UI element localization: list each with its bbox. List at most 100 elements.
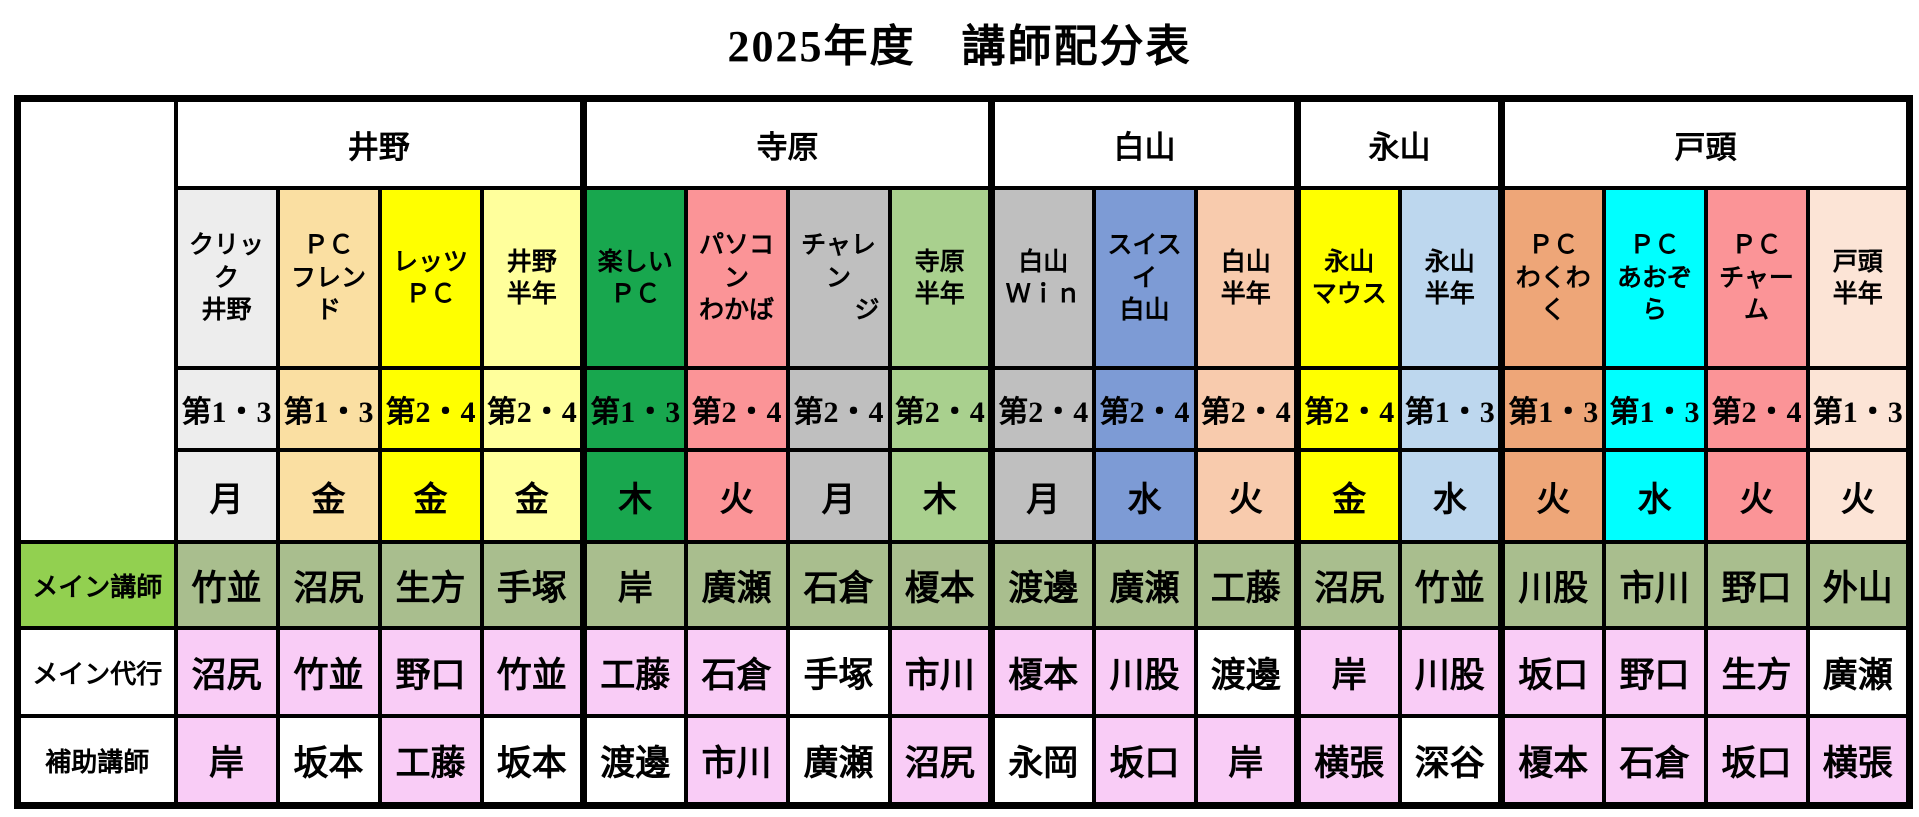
class-name-line: 永山 [1324, 247, 1375, 276]
deputy-instructor-cell: 沼尻 [173, 626, 280, 718]
class-name-cell: スイスイ 白山 [1091, 186, 1198, 370]
group-header: 戸頭 [1498, 96, 1912, 190]
schedule-day-cell: 木 [580, 448, 688, 544]
schedule-day-cell: 水 [1091, 448, 1198, 544]
class-name-cell: 白山 半年 [1193, 186, 1300, 370]
class-name-line: パソコン [698, 231, 774, 292]
assistant-instructor-cell: 横張 [1805, 714, 1912, 808]
class-name-cell: ＰＣ チャーム [1703, 186, 1810, 370]
class-name-cell: クリック 井野 [173, 186, 280, 370]
instructor-allocation-table: 井野 寺原 白山 永山 戸頭 クリック 井野 ＰＣ フレンド レッツ ＰＣ 井野 半年 … [14, 95, 1913, 809]
schedule-day-cell: 水 [1397, 448, 1504, 544]
schedule-week-cell: 第2・4 [1703, 366, 1810, 452]
assistant-instructor-cell: 沼尻 [887, 714, 994, 808]
class-name-cell: チャレンジ [785, 186, 892, 370]
class-name-cell: 戸頭 半年 [1805, 186, 1912, 370]
deputy-instructor-cell: 渡邊 [1193, 626, 1300, 718]
group-header: 寺原 [580, 96, 994, 190]
schedule-day-cell: 木 [887, 448, 994, 544]
class-name-cell: 寺原 半年 [887, 186, 994, 370]
deputy-instructor-cell: 野口 [377, 626, 484, 718]
assistant-instructor-cell: 永岡 [988, 714, 1096, 808]
class-name-line: 井野 [506, 247, 557, 276]
class-name-line: フレンド [290, 263, 366, 325]
assistant-instructor-cell: 坂本 [479, 714, 586, 808]
class-name-cell: ＰＣ わくわく [1498, 186, 1606, 370]
main-instructor-cell: 廣瀬 [1091, 540, 1198, 630]
class-name-cell: ＰＣ フレンド [275, 186, 382, 370]
deputy-instructor-cell: 坂口 [1498, 626, 1606, 718]
class-name-line: 半年 [506, 280, 557, 308]
class-name-line: スイスイ [1107, 231, 1182, 292]
class-name-line: マウス [1311, 280, 1387, 308]
assistant-instructor-cell: 坂口 [1703, 714, 1810, 808]
class-name-line: チャレン [801, 231, 876, 292]
schedule-day-cell: 月 [785, 448, 892, 544]
class-name-line: ＰＣ [303, 231, 354, 260]
class-name-line: 楽しい [597, 247, 673, 276]
group-header: 白山 [988, 96, 1300, 190]
assistant-instructor-cell: 市川 [683, 714, 790, 808]
main-instructor-cell: 川股 [1498, 540, 1606, 630]
deputy-instructor-cell: 石倉 [683, 626, 790, 718]
schedule-week-cell: 第1・3 [1805, 366, 1912, 452]
class-name-line: 白山 [1018, 247, 1069, 276]
class-name-cell: 永山 マウス [1294, 186, 1402, 370]
class-name-line: レッツ [392, 247, 468, 276]
assistant-instructor-cell: 工藤 [377, 714, 484, 808]
main-instructor-cell: 外山 [1805, 540, 1912, 630]
assistant-instructor-cell: 廣瀬 [785, 714, 892, 808]
schedule-day-cell: 月 [173, 448, 280, 544]
schedule-week-cell: 第2・4 [1091, 366, 1198, 452]
schedule-week-cell: 第2・4 [1193, 366, 1300, 452]
schedule-week-cell: 第2・4 [988, 366, 1096, 452]
main-instructor-cell: 石倉 [785, 540, 892, 630]
schedule-day-cell: 金 [479, 448, 586, 544]
class-name-line: 白山 [1119, 296, 1170, 325]
main-instructor-cell: 市川 [1601, 540, 1708, 630]
deputy-instructor-cell: 川股 [1091, 626, 1198, 718]
assistant-instructor-cell: 深谷 [1397, 714, 1504, 808]
deputy-instructor-cell: 竹並 [275, 626, 382, 718]
main-instructor-cell: 竹並 [173, 540, 280, 630]
main-instructor-cell: 沼尻 [275, 540, 382, 630]
group-header: 永山 [1294, 96, 1504, 190]
row-label-main-instructor: メイン講師 [15, 540, 178, 630]
class-name-line: チャーム [1719, 263, 1794, 325]
schedule-day-cell: 火 [1498, 448, 1606, 544]
schedule-day-cell: 火 [683, 448, 790, 544]
main-instructor-cell: 渡邊 [988, 540, 1096, 630]
schedule-day-cell: 水 [1601, 448, 1708, 544]
schedule-day-cell: 金 [377, 448, 484, 544]
deputy-instructor-cell: 廣瀬 [1805, 626, 1912, 718]
class-name-line: 寺原 [914, 247, 965, 276]
deputy-instructor-cell: 榎本 [988, 626, 1096, 718]
schedule-week-cell: 第2・4 [887, 366, 994, 452]
class-name-line: ＰＣ [405, 280, 456, 308]
schedule-day-cell: 金 [1294, 448, 1402, 544]
class-name-cell: 井野 半年 [479, 186, 586, 370]
deputy-instructor-cell: 工藤 [580, 626, 688, 718]
schedule-week-cell: 第1・3 [275, 366, 382, 452]
class-name-cell: ＰＣ あおぞら [1601, 186, 1708, 370]
main-instructor-cell: 榎本 [887, 540, 994, 630]
schedule-week-cell: 第2・4 [1294, 366, 1402, 452]
schedule-week-cell: 第1・3 [580, 366, 688, 452]
class-name-line: ＰＣ [1528, 231, 1579, 260]
class-name-cell: 楽しい ＰＣ [580, 186, 688, 370]
class-name-line: わかば [698, 296, 774, 325]
main-instructor-cell: 沼尻 [1294, 540, 1402, 630]
assistant-instructor-cell: 岸 [1193, 714, 1300, 808]
main-instructor-cell: 岸 [580, 540, 688, 630]
class-name-cell: パソコン わかば [683, 186, 790, 370]
page-title: 2025年度 講師配分表 [727, 22, 1192, 71]
assistant-instructor-cell: 坂本 [275, 714, 382, 808]
class-name-line: Ｗｉｎ [1005, 280, 1081, 308]
assistant-instructor-cell: 渡邊 [580, 714, 688, 808]
deputy-instructor-cell: 生方 [1703, 626, 1810, 718]
corner-cell [15, 96, 178, 544]
class-name-line: 半年 [914, 280, 965, 308]
schedule-day-cell: 火 [1805, 448, 1912, 544]
class-name-line: 白山 [1220, 247, 1271, 276]
class-name-line: ＰＣ [610, 280, 661, 308]
